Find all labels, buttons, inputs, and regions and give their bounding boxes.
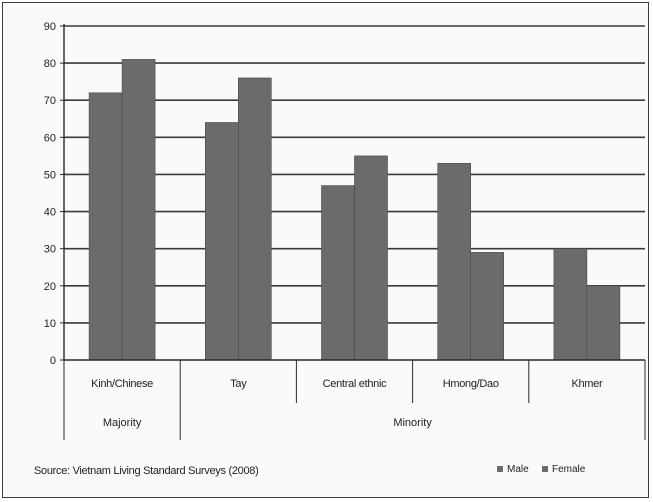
bar-female <box>238 77 272 361</box>
legend-label-male: Male <box>507 464 529 475</box>
gridlines <box>64 25 645 324</box>
y-tick-label: 40 <box>44 207 56 219</box>
legend: Male Female <box>497 464 586 475</box>
bars <box>88 59 621 361</box>
y-tick-label: 80 <box>44 58 56 70</box>
bar-male <box>321 185 355 361</box>
bar-male <box>437 163 472 361</box>
y-tick-label: 30 <box>44 244 56 256</box>
bar-male <box>553 248 588 361</box>
bar-female <box>121 59 156 361</box>
x-tick-label: Kinh/Chinese <box>91 378 153 390</box>
y-tick-label: 0 <box>50 355 56 367</box>
legend-swatch-male <box>497 466 503 472</box>
source-note: Source: Vietnam Living Standard Surveys … <box>34 465 258 477</box>
y-tick-label: 50 <box>44 169 56 181</box>
y-tick-label: 60 <box>44 132 56 144</box>
bar-female <box>470 252 505 361</box>
legend-swatch-female <box>542 466 548 472</box>
x-tick-label: Tay <box>230 378 247 390</box>
x-tick-label: Central ethnic <box>323 378 387 390</box>
bar-female <box>354 155 388 361</box>
x-tick-label: Khmer <box>571 378 603 390</box>
y-tick-label: 90 <box>44 21 56 33</box>
y-tick-label: 20 <box>44 281 56 293</box>
y-tick-label: 70 <box>44 95 56 107</box>
x-tick-label: Hmong/Dao <box>443 378 499 390</box>
legend-label-female: Female <box>552 464 586 475</box>
labels: 0 10 20 30 40 50 60 70 80 90 Kinh/Chinese Tay Centra… <box>44 21 604 429</box>
group-label: Minority <box>393 417 432 429</box>
axes <box>60 24 646 440</box>
bar-male <box>205 122 239 361</box>
y-tick-label: 10 <box>44 318 56 330</box>
group-label: Majority <box>103 417 142 429</box>
bar-male <box>88 92 123 361</box>
bar-female <box>586 285 621 361</box>
